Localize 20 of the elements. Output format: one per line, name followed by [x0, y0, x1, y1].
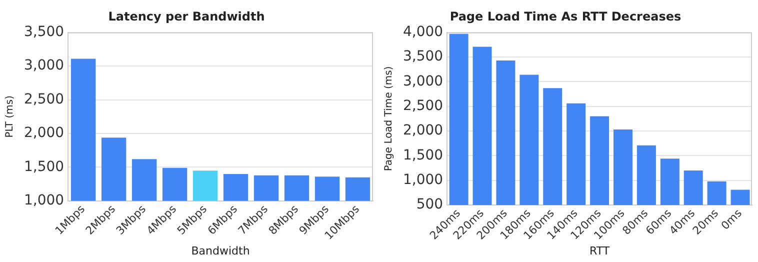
y-tick-label: 3,500	[402, 48, 444, 65]
y-axis-title: PLT (ms)	[4, 95, 16, 138]
y-tick-label: 1,500	[402, 147, 444, 164]
y-tick-label: 500	[416, 196, 444, 213]
y-tick-label: 3,000	[24, 58, 64, 74]
y-tick-label: 2,000	[24, 125, 64, 142]
y-tick-label: 1,000	[24, 192, 64, 209]
y-tick-label: 2,500	[402, 98, 444, 114]
chart-title: Latency per Bandwidth	[108, 9, 265, 24]
y-tick-label: 1,500	[24, 158, 64, 175]
x-axis-title: RTT	[589, 244, 610, 258]
y-tick-label: 2,000	[402, 122, 444, 139]
chart-title: Page Load Time As RTT Decreases	[450, 9, 682, 24]
y-tick-label: 2,500	[24, 91, 64, 108]
x-axis-title: Bandwidth	[191, 244, 250, 258]
y-tick-label: 3,500	[24, 24, 64, 40]
y-tick-label: 3,000	[402, 73, 444, 90]
y-axis-title: Page Load Time (ms)	[384, 66, 395, 172]
y-tick-label: 4,000	[402, 24, 444, 40]
y-tick-label: 1,000	[402, 172, 444, 188]
